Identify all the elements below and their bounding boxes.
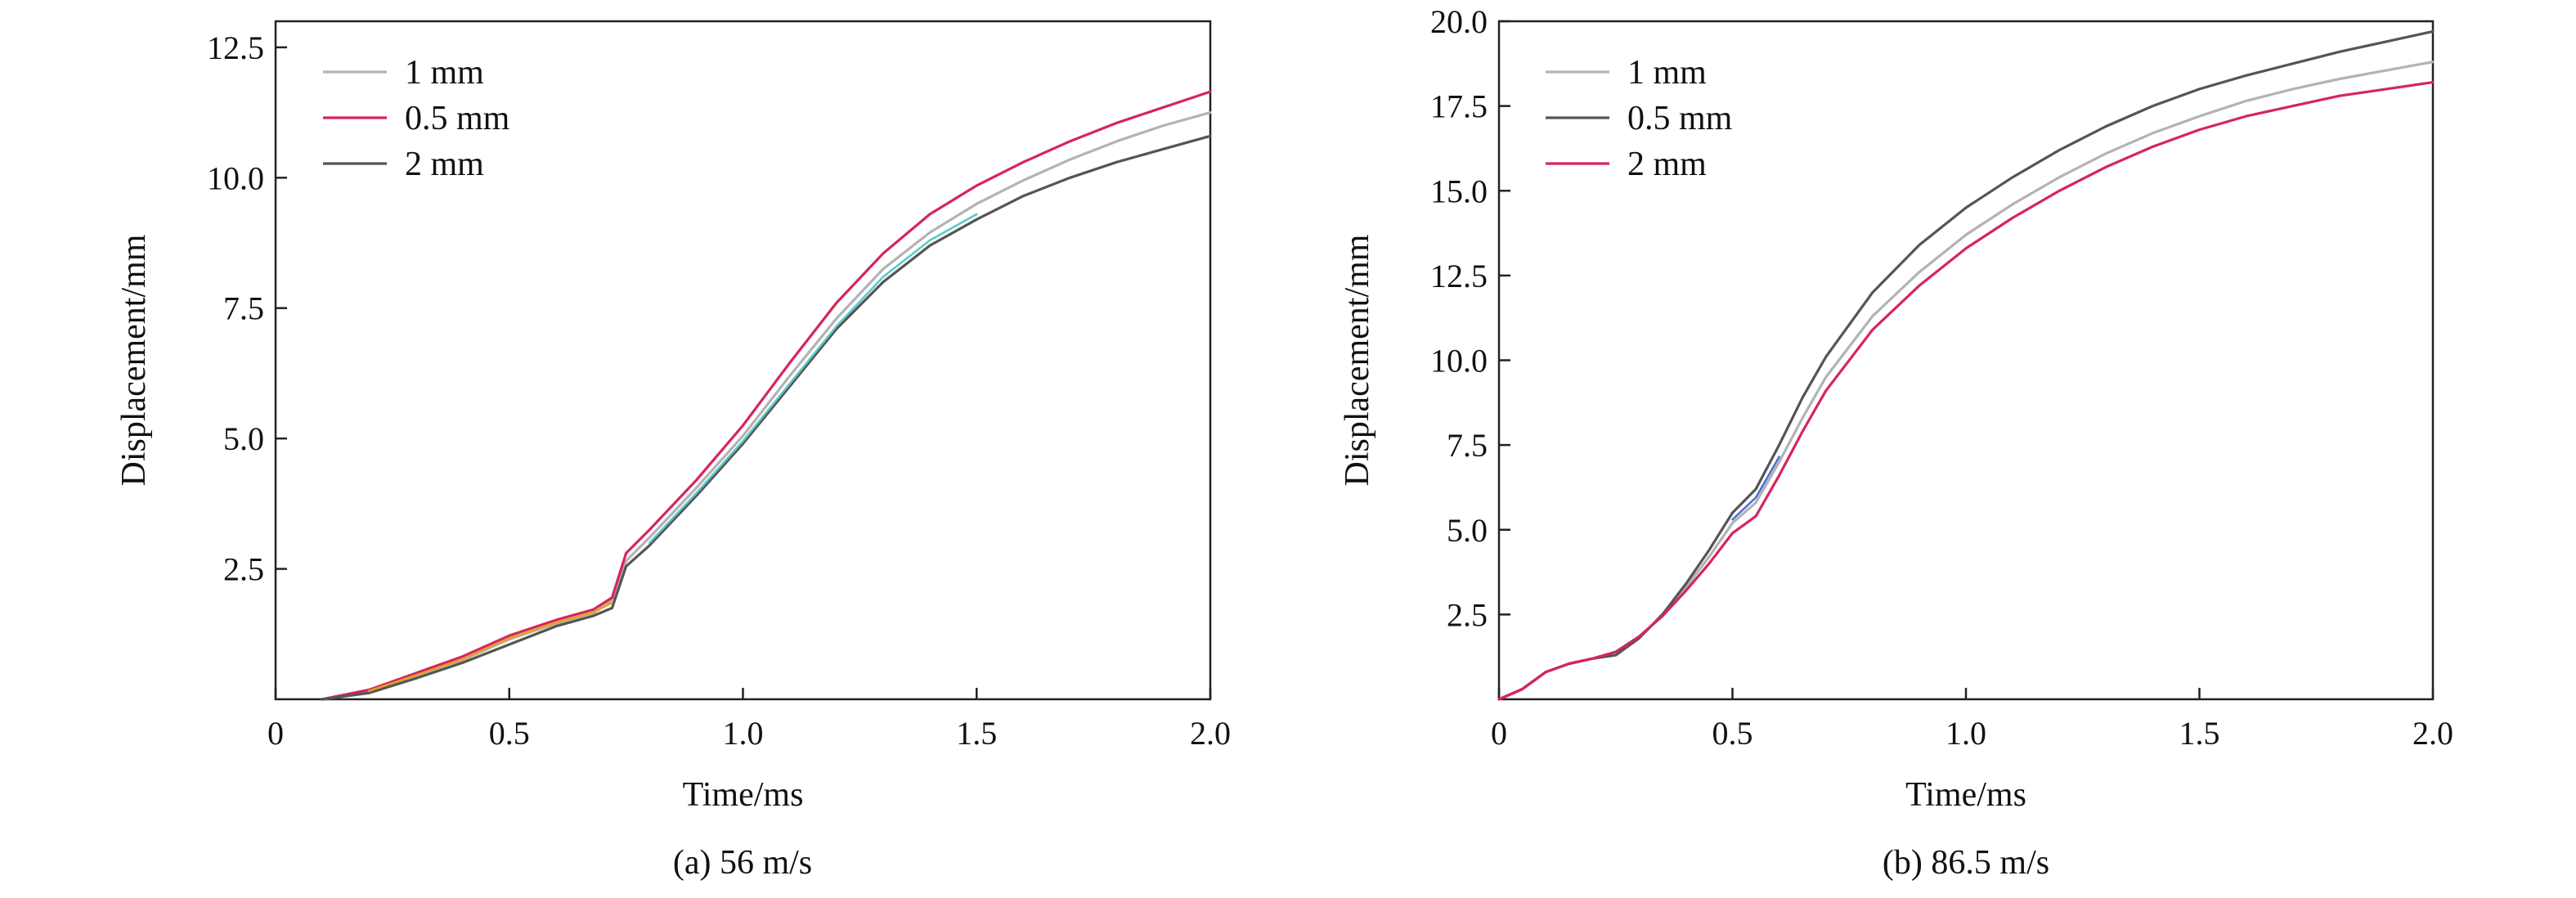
y-tick-label: 17.5 bbox=[1430, 88, 1488, 125]
legend-label: 1 mm bbox=[405, 54, 484, 92]
y-tick-label: 15.0 bbox=[1430, 173, 1488, 209]
y-tick-label: 5.0 bbox=[1447, 512, 1488, 549]
x-tick-label: 1.0 bbox=[1945, 715, 1986, 752]
x-tick-label: 0.5 bbox=[489, 715, 530, 752]
panel-caption: (b) 86.5 m/s bbox=[1883, 844, 2049, 882]
legend-label: 2 mm bbox=[405, 146, 484, 183]
legend-label: 0.5 mm bbox=[1627, 100, 1733, 137]
y-tick-label: 12.5 bbox=[1430, 258, 1488, 294]
x-tick-label: 2.0 bbox=[2412, 715, 2453, 752]
x-axis-label: Time/ms bbox=[683, 776, 804, 814]
series-line bbox=[368, 601, 613, 693]
legend-label: 0.5 mm bbox=[405, 100, 510, 137]
series-line bbox=[321, 111, 1212, 701]
x-tick-label: 1.5 bbox=[2179, 715, 2220, 752]
y-tick-label: 7.5 bbox=[223, 290, 264, 327]
y-tick-label: 12.5 bbox=[207, 29, 264, 66]
y-tick-label: 20.0 bbox=[1430, 3, 1488, 40]
x-tick-label: 2.0 bbox=[1190, 715, 1231, 752]
x-tick-label: 0.5 bbox=[1712, 715, 1753, 752]
series-line bbox=[321, 134, 1212, 701]
series-line bbox=[648, 213, 978, 544]
series-line bbox=[1497, 29, 2435, 701]
series-line bbox=[1731, 456, 1780, 521]
chart-panel-b: 0 0.5 1.0 1.5 2.0 2.5 5.0 7.5 10.0 12.5 15.0 17.5 20… bbox=[1339, 3, 2453, 882]
legend-label: 2 mm bbox=[1627, 146, 1707, 183]
panel-caption: (a) 56 m/s bbox=[673, 844, 812, 882]
series-line bbox=[1497, 80, 2435, 701]
y-tick-label: 2.5 bbox=[1447, 596, 1488, 633]
y-tick-label: 5.0 bbox=[223, 420, 264, 457]
legend-label: 1 mm bbox=[1627, 54, 1707, 92]
y-axis-label: Displacement/mm bbox=[115, 234, 153, 486]
x-tick-label: 0 bbox=[267, 715, 284, 752]
y-tick-label: 7.5 bbox=[1447, 427, 1488, 464]
x-tick-label: 1.5 bbox=[956, 715, 997, 752]
y-tick-label: 2.5 bbox=[223, 551, 264, 588]
x-tick-label: 1.0 bbox=[723, 715, 764, 752]
y-tick-label: 10.0 bbox=[207, 159, 264, 196]
y-axis-label: Displacement/mm bbox=[1339, 234, 1376, 486]
series-line bbox=[321, 90, 1212, 701]
y-tick-label: 10.0 bbox=[1430, 343, 1488, 379]
chart-panel-a: 0 0.5 1.0 1.5 2.0 2.5 5.0 7.5 10.0 12.5 1 mm 0.5 mm… bbox=[115, 20, 1231, 882]
x-tick-label: 0 bbox=[1491, 715, 1507, 752]
x-axis-label: Time/ms bbox=[1905, 776, 2026, 814]
